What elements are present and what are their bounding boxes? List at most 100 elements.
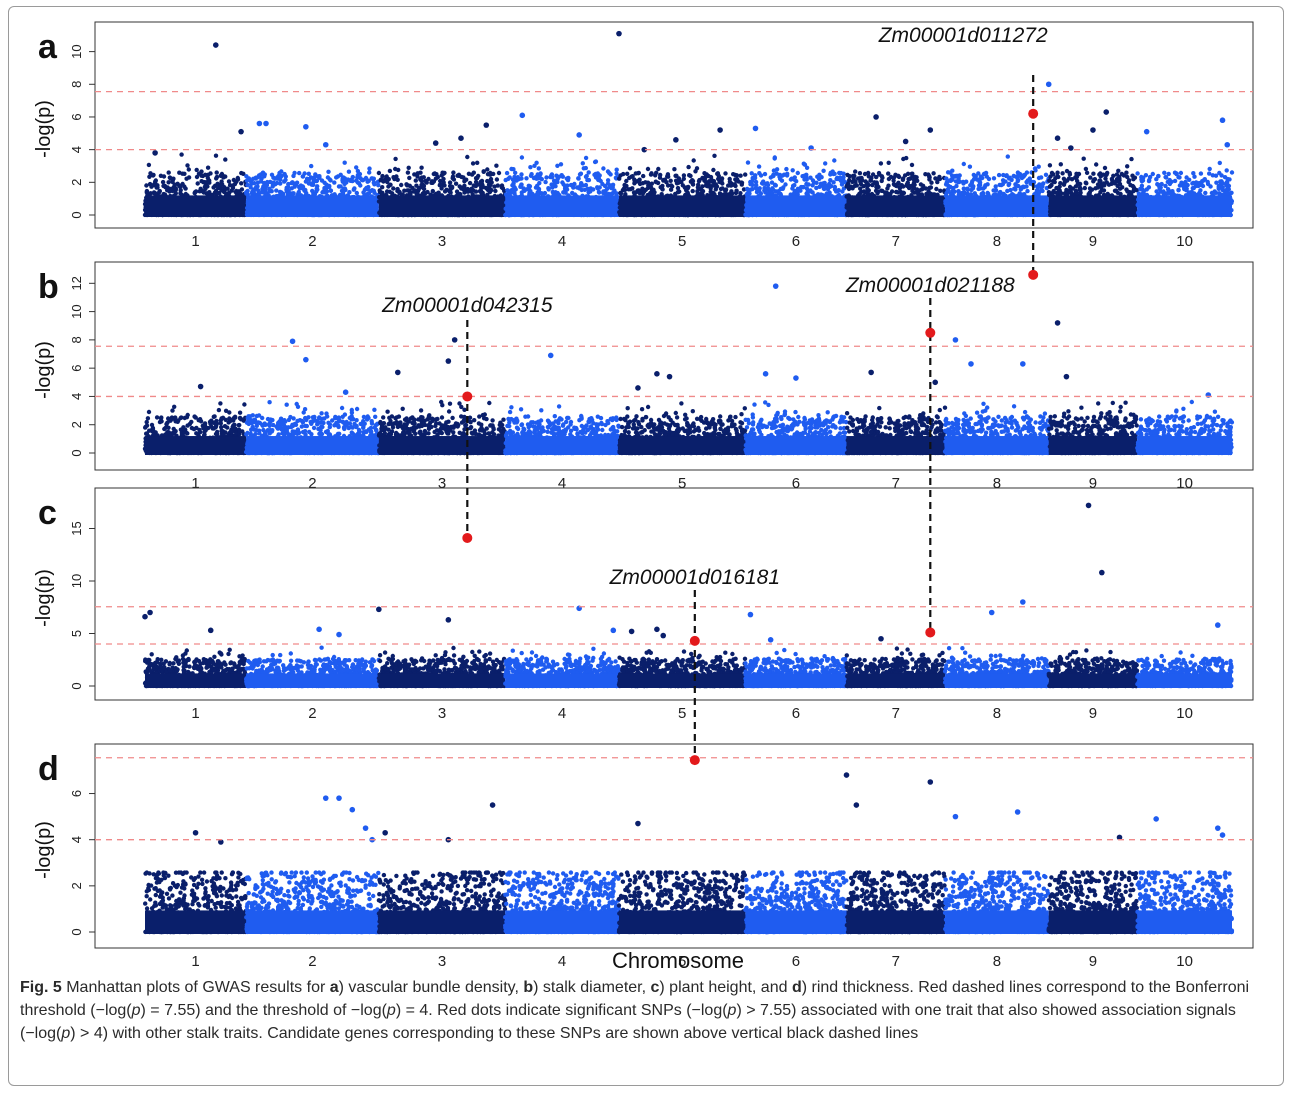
snp-point [686,164,691,170]
snp-point [237,190,242,195]
snp-point [367,170,372,175]
y-tick-label: 4 [69,146,84,153]
snp-point [199,179,204,184]
snp-point [205,165,211,170]
snp-point [760,181,766,186]
chromosome-floor [618,195,746,217]
snp-point [894,189,899,195]
snp-point [407,191,413,196]
snp-point [862,190,868,195]
snp-point [685,190,690,195]
snp-point [205,184,210,189]
snp-point [583,155,589,161]
snp-point [166,170,171,175]
snp-point [762,188,767,193]
snp-point [1035,184,1041,189]
snp-point [510,177,516,182]
snp-point [837,170,842,176]
snp-point [493,188,498,194]
y-axis-label: -log(p) [33,100,55,158]
snp-point [792,183,797,188]
snp-point [555,163,560,168]
snp-point [342,160,347,165]
snp-point [278,174,283,179]
snp-point [1011,174,1017,179]
snp-point [1024,170,1030,175]
snp-point [161,183,166,189]
snp-point [376,183,381,188]
chromosome-floor [846,195,946,217]
y-tick-label: 0 [69,211,84,218]
y-tick-label: 2 [69,179,84,186]
snp-point [1015,170,1021,175]
snp-point [1017,191,1022,196]
snp-point [231,177,236,183]
snp-point [385,179,390,185]
snp-point [166,188,171,193]
snp-point [711,167,716,173]
snp-point [470,188,476,193]
snp-point [459,174,464,180]
snp-point [481,169,486,174]
snp-point [213,153,219,158]
snp-point [1032,166,1038,171]
snp-point [738,173,743,178]
snp-point [395,186,400,192]
snp-point [583,165,588,171]
snp-point [227,190,232,195]
snp-point [672,167,677,172]
snp-point [519,155,525,160]
snp-point [923,172,928,177]
snp-point [291,191,296,196]
snp-point [802,177,807,182]
snp-point [504,170,510,176]
snp-point [183,186,188,191]
snp-point [146,162,152,168]
snp-point [350,174,355,180]
snp-point [633,171,638,176]
snp-point [447,180,453,185]
snp-point [296,191,301,196]
snp-point [538,171,543,176]
snp-point [762,171,768,177]
snp-point [430,188,435,194]
snp-point [862,171,868,177]
snp-point [244,174,249,179]
snp-point [202,180,208,185]
chromosome-8-points [943,154,1051,218]
snp-point [205,172,211,177]
snp-point [311,179,316,184]
snp-point [269,189,274,194]
snp-point [494,163,499,168]
snp-point [675,185,681,191]
snp-point [891,178,896,183]
snp-point [515,175,520,180]
snp-point [570,190,575,196]
snp-point [442,170,447,176]
snp-point [614,191,619,196]
snp-point [564,176,569,181]
snp-point [334,175,339,180]
snp-point [945,170,951,175]
snp-point [770,186,775,191]
snp-point [870,172,876,177]
snp-point [790,168,795,173]
snp-point [961,181,966,186]
snp-point [1007,181,1012,186]
snp-point [184,176,189,181]
snp-point [706,180,711,185]
snp-point [376,170,382,176]
chromosome-floor [378,195,506,217]
snp-point [306,171,311,176]
snp-point [561,182,566,187]
snp-point [851,175,856,181]
snp-point [745,160,751,165]
snp-point [1000,178,1006,183]
snp-point [534,160,539,165]
snp-point [879,188,884,193]
snp-point [690,178,695,183]
snp-point [393,156,398,162]
snp-point [569,182,574,188]
snp-point [144,183,149,188]
snp-point [230,183,236,188]
